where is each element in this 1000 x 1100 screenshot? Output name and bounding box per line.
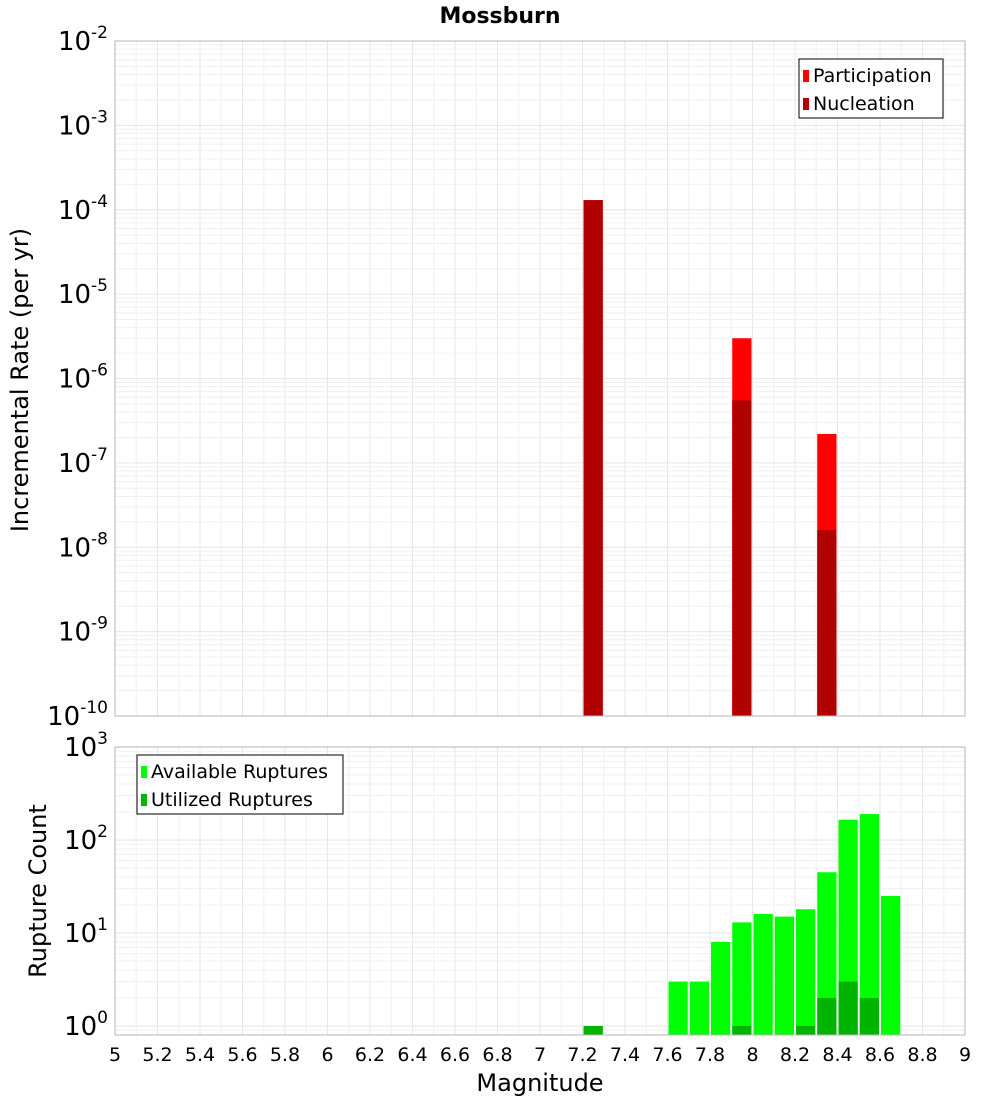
legend-swatch (141, 794, 147, 806)
x-tick-label: 6 (321, 1044, 333, 1066)
bar-utilized-ruptures (796, 1025, 816, 1035)
y-tick-label: 10-5 (58, 276, 108, 310)
x-tick-label: 8.6 (865, 1044, 895, 1066)
x-tick-label: 6.4 (397, 1044, 427, 1066)
y-tick-label: 10-9 (58, 614, 108, 648)
bar-available-ruptures (689, 981, 709, 1035)
x-tick-label: 5.2 (142, 1044, 172, 1066)
x-tick-label: 6.8 (482, 1044, 512, 1066)
y-tick-label: 10-2 (58, 23, 108, 57)
bar-utilized-ruptures (583, 1025, 603, 1035)
bar-available-ruptures (859, 814, 879, 1035)
x-tick-label: 8.2 (780, 1044, 810, 1066)
y-tick-label: 102 (64, 822, 108, 856)
y-tick-label: 10-10 (47, 698, 108, 732)
x-tick-label: 7.4 (610, 1044, 640, 1066)
bar-utilized-ruptures (817, 997, 837, 1035)
y-tick-label: 10-8 (58, 529, 108, 563)
legend-label: Available Ruptures (151, 761, 328, 783)
bar-nucleation (583, 200, 603, 716)
bar-utilized-ruptures (732, 1025, 752, 1035)
legend-rate: Participation Nucleation (798, 58, 944, 119)
legend-box (136, 754, 344, 815)
y-axis-label-count: Rupture Count (24, 804, 52, 978)
legend-label: Nucleation (813, 93, 915, 115)
y-tick-label: 10-7 (58, 445, 108, 479)
bars-rate (583, 200, 837, 716)
x-tick-label: 6.6 (440, 1044, 470, 1066)
x-tick-label: 8.8 (907, 1044, 937, 1066)
plot-border-count (114, 746, 966, 1036)
x-tick-label: 8 (746, 1044, 758, 1066)
bar-available-ruptures (732, 922, 752, 1035)
bars-count (583, 814, 901, 1035)
y-tick-label: 10-3 (58, 107, 108, 141)
x-ticks: 5 5.2 5.4 5.6 5.8 6 6.2 6.4 6.6 6.8 7 7.2 7.4 7.6 7.8 8… (109, 1044, 971, 1066)
y-ticks-count: 100 101 102 103 (64, 729, 108, 1042)
bar-nucleation (732, 400, 752, 716)
bar-available-ruptures (881, 895, 901, 1035)
y-tick-label: 103 (64, 729, 108, 763)
bar-utilized-ruptures (859, 997, 879, 1035)
y-tick-label: 10-6 (58, 361, 108, 395)
bar-available-ruptures (796, 909, 816, 1035)
legend-swatch (141, 766, 147, 778)
y-tick-label: 10-4 (58, 192, 108, 226)
x-tick-label: 7.2 (567, 1044, 597, 1066)
x-tick-label: 5.6 (227, 1044, 257, 1066)
x-tick-label: 5 (109, 1044, 121, 1066)
x-tick-label: 5.8 (270, 1044, 300, 1066)
x-tick-label: 7 (534, 1044, 546, 1066)
legend-swatch (803, 70, 809, 82)
bar-available-ruptures (817, 872, 837, 1035)
legend-box (798, 58, 944, 119)
chart-title: Mossburn (439, 4, 560, 29)
bar-available-ruptures (838, 819, 858, 1035)
legend-swatch (803, 98, 809, 110)
x-tick-label: 7.8 (695, 1044, 725, 1066)
bar-utilized-ruptures (838, 981, 858, 1035)
legend-count: Available Ruptures Utilized Ruptures (136, 754, 344, 815)
bar-nucleation (817, 530, 837, 716)
x-axis-label: Magnitude (476, 1069, 603, 1097)
y-axis-label-rate: Incremental Rate (per yr) (6, 228, 34, 532)
y-ticks-rate: 10-10 10-9 10-8 10-7 10-6 10-5 10-4 10-3 10-2 (47, 23, 108, 732)
bar-available-ruptures (753, 914, 773, 1035)
bar-available-ruptures (711, 942, 731, 1035)
legend-label: Utilized Ruptures (151, 789, 313, 811)
x-tick-label: 9 (959, 1044, 971, 1066)
grid-rate (114, 40, 966, 717)
x-tick-label: 5.4 (185, 1044, 215, 1066)
plot-border-rate (114, 40, 966, 717)
x-tick-label: 7.6 (652, 1044, 682, 1066)
bar-available-ruptures (668, 981, 688, 1035)
legend-label: Participation (813, 65, 932, 87)
bar-available-ruptures (774, 916, 794, 1035)
y-tick-label: 101 (64, 915, 108, 949)
x-tick-label: 6.2 (355, 1044, 385, 1066)
x-tick-label: 8.4 (822, 1044, 852, 1066)
y-tick-label: 100 (64, 1008, 108, 1042)
